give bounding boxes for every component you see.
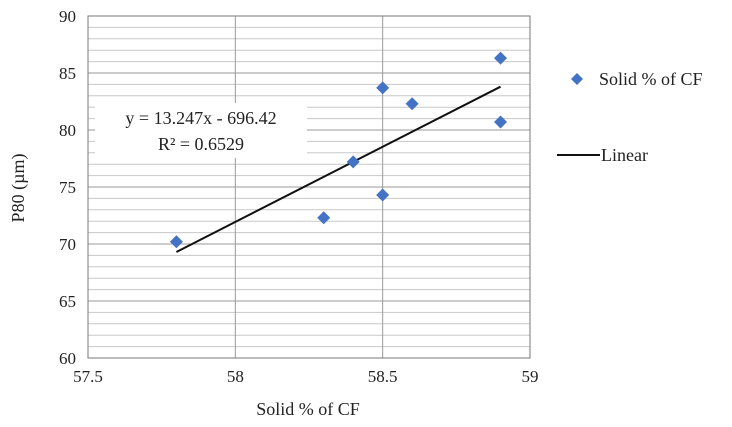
y-tick-label: 90 [59, 7, 76, 26]
data-point-diamond [346, 155, 360, 169]
r-squared-label: R² = 0.6529 [158, 134, 244, 154]
y-axis-ticks: 60 65 70 75 80 85 90 [59, 7, 76, 368]
legend-label-linear: Linear [601, 145, 648, 165]
x-axis-ticks: 57.5 58 58.5 59 [73, 367, 538, 386]
data-point-diamond [169, 235, 183, 249]
y-tick-label: 85 [59, 64, 76, 83]
y-axis-title: P80 (µm) [8, 154, 29, 223]
x-tick-label: 58.5 [368, 367, 398, 386]
x-tick-label: 59 [522, 367, 539, 386]
y-tick-label: 70 [59, 235, 76, 254]
equation-box: y = 13.247x - 696.42 R² = 0.6529 [95, 103, 307, 158]
x-tick-label: 58 [227, 367, 244, 386]
data-point-diamond [494, 51, 508, 65]
equation-box-background [95, 103, 307, 158]
plot-area-border [87, 15, 531, 359]
data-point-diamond [494, 115, 508, 129]
trendline-layer [175, 85, 501, 253]
y-tick-label: 75 [59, 178, 76, 197]
data-point-diamond [317, 211, 331, 225]
grid [88, 16, 530, 358]
data-points [169, 51, 508, 249]
trendline-equation: y = 13.247x - 696.42 [125, 108, 276, 128]
legend-marker-diamond-icon [571, 73, 583, 85]
y-tick-label: 65 [59, 292, 76, 311]
legend: Solid % of CF Linear [557, 69, 703, 165]
y-tick-label: 80 [59, 121, 76, 140]
data-point-diamond [405, 97, 419, 111]
legend-label-scatter: Solid % of CF [599, 69, 703, 89]
x-axis-title: Solid % of CF [256, 399, 360, 419]
data-point-diamond [376, 188, 390, 202]
data-point-diamond [376, 81, 390, 95]
y-tick-label: 60 [59, 349, 76, 368]
trendline [175, 85, 501, 253]
x-tick-label: 57.5 [73, 367, 103, 386]
